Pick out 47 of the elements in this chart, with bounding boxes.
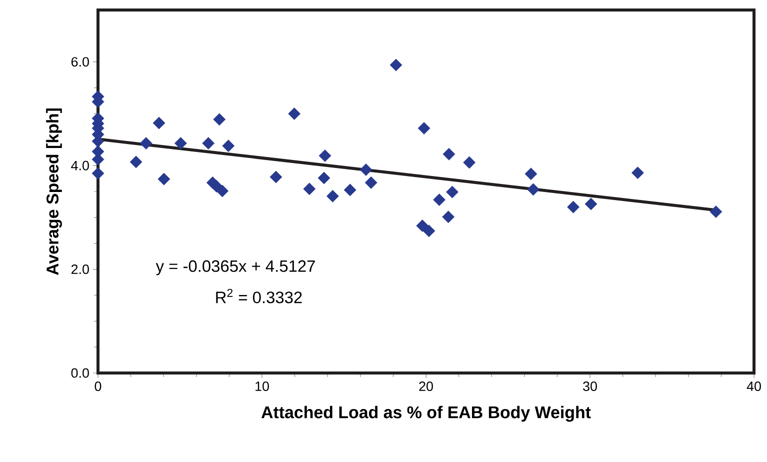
point xyxy=(318,172,330,184)
point xyxy=(463,156,476,169)
point xyxy=(344,184,356,196)
y-tick-label: 6.0 xyxy=(71,57,89,67)
point xyxy=(174,137,187,150)
point xyxy=(433,194,446,206)
point xyxy=(527,183,540,196)
point xyxy=(390,58,402,72)
point xyxy=(567,200,580,214)
x-tick-label: 20 xyxy=(419,382,433,392)
point xyxy=(222,140,235,152)
point xyxy=(326,190,339,202)
point xyxy=(270,170,282,184)
point xyxy=(158,172,170,186)
x-tick-label: 30 xyxy=(583,382,597,392)
point xyxy=(130,156,142,168)
point xyxy=(213,113,226,126)
point xyxy=(710,206,722,218)
point xyxy=(364,176,378,189)
point xyxy=(92,167,104,180)
x-axis-title: Attached Load as % of EAB Body Weight xyxy=(261,406,591,422)
annotation: R$^{2}$ = 0.3332 xyxy=(216,288,302,304)
point xyxy=(303,182,316,196)
point xyxy=(442,148,456,160)
point xyxy=(216,184,229,198)
point xyxy=(524,168,538,180)
y-tick-label: 0.0 xyxy=(71,368,89,378)
point xyxy=(202,137,215,150)
point xyxy=(416,220,429,232)
y-axis-title: Average Speed [kph] xyxy=(46,108,62,275)
x-tick-label: 40 xyxy=(746,382,761,392)
point xyxy=(442,210,455,224)
point xyxy=(152,116,166,130)
y-tick-label: 2.0 xyxy=(71,264,89,274)
point xyxy=(360,164,372,176)
x-tick-label: 0 xyxy=(94,382,102,392)
point xyxy=(446,186,458,198)
point xyxy=(632,166,644,180)
annotation: y = -0.0365x + 4.5127 xyxy=(156,260,315,276)
point xyxy=(318,150,332,162)
y-tick-label: 4.0 xyxy=(71,160,89,170)
point xyxy=(418,122,430,134)
point xyxy=(288,108,301,120)
point xyxy=(584,198,598,210)
point xyxy=(140,137,152,150)
x-tick-label: 10 xyxy=(256,382,269,392)
point xyxy=(422,224,436,238)
